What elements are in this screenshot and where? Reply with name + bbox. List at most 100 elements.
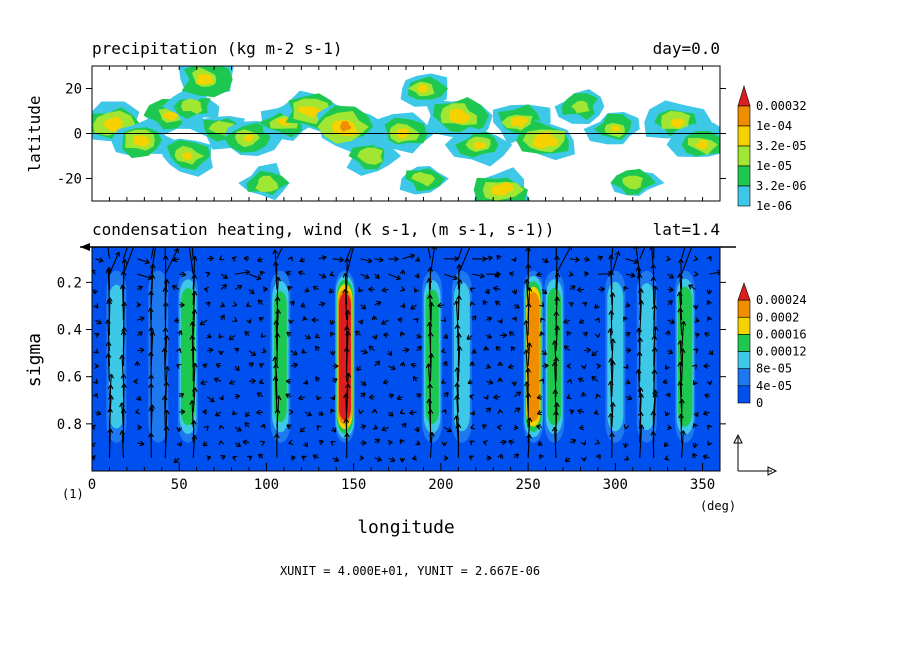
wind-vector-head <box>594 317 600 323</box>
wind-vector <box>639 288 642 321</box>
wind-vector-head <box>513 424 519 431</box>
wind-vector <box>681 430 684 459</box>
wind-vector-head <box>469 394 475 400</box>
wind-vector-head <box>706 300 712 306</box>
precip-contour-patch <box>473 140 487 149</box>
wind-vector-head <box>638 299 645 305</box>
precip-panel: precipitation (kg m-2 s-1) day=0.0 20 0 -2… <box>25 39 807 213</box>
heating-contour-patch <box>148 270 169 443</box>
wind-vector-head <box>208 347 214 354</box>
wind-vector <box>381 288 389 292</box>
wind-vector-head <box>148 406 155 412</box>
wind-vector <box>679 362 683 397</box>
wind-vector-head <box>189 335 196 340</box>
wind-vector <box>360 273 370 279</box>
wind-vector-head <box>139 347 145 354</box>
wind-vector-head <box>338 256 344 263</box>
precip-contour-patch <box>449 108 471 124</box>
wind-vector-head <box>537 440 543 446</box>
wind-vector-head <box>360 304 367 310</box>
wind-vector-head <box>245 269 251 276</box>
wind-vector-head <box>321 273 327 279</box>
wind-vector-head <box>162 287 169 292</box>
wind-vector-head <box>425 363 432 369</box>
heating-legend: 0.00024 0.0002 0.00016 0.00012 8e-05 4e-05 0 <box>737 282 807 410</box>
wind-vector-head <box>331 427 337 433</box>
wind-vector-head <box>149 263 156 269</box>
wind-vector <box>298 271 306 275</box>
wind-vector-head <box>218 395 224 401</box>
wind-vector <box>577 409 585 413</box>
wind-vector-head <box>376 456 382 462</box>
wind-vector-head <box>359 455 364 461</box>
wind-vector-head <box>623 455 630 461</box>
wind-vector-head <box>636 327 642 333</box>
wind-vector-head <box>345 330 351 336</box>
wind-vector-head <box>107 428 114 434</box>
wind-vector-head <box>665 330 671 336</box>
wind-vector-head <box>288 319 294 325</box>
wind-vector <box>234 442 241 448</box>
wind-vector-head <box>442 360 448 367</box>
wind-vector-head <box>285 393 291 399</box>
wind-vector-head <box>364 273 370 280</box>
wind-vector-head <box>256 392 262 398</box>
wind-vector <box>290 363 298 367</box>
wind-vector <box>569 258 580 261</box>
wind-vector-head <box>213 377 220 383</box>
wind-vector-head <box>315 345 321 351</box>
wind-vector-head <box>262 286 268 293</box>
wind-vector-head <box>413 318 419 324</box>
wind-vector-head <box>333 363 339 369</box>
wind-vector-head <box>299 427 305 433</box>
wind-vector-head <box>144 258 150 265</box>
heating-x-axis: 0 50 100 150 200 250 300 350 <box>88 463 721 493</box>
precip-y-label: latitude <box>25 95 44 172</box>
wind-vector-head <box>525 367 532 373</box>
wind-vector-head <box>251 378 256 385</box>
heating-x-tick-label: 150 <box>341 477 366 493</box>
wind-vector-head <box>235 442 242 448</box>
wind-vector-head <box>234 365 240 372</box>
wind-vector-head <box>304 287 310 293</box>
wind-vector-head <box>234 347 240 353</box>
precip-contour-patch <box>694 139 708 150</box>
wind-vector-head <box>300 302 306 308</box>
wind-vector-head <box>206 333 212 339</box>
heating-title: condensation heating, wind (K s-1, (m s-… <box>92 220 554 239</box>
wind-vector <box>163 348 166 382</box>
wind-vector <box>457 333 460 367</box>
wind-vector <box>200 380 208 385</box>
wind-vector-head <box>374 273 380 279</box>
wind-vector-head <box>228 335 234 341</box>
wind-vector <box>541 258 549 263</box>
wind-vector-head <box>497 453 504 459</box>
wind-vector-head <box>651 335 658 340</box>
wind-vector-head <box>455 423 462 429</box>
wind-vector-head <box>692 423 698 429</box>
legend-swatch <box>737 299 751 318</box>
wind-vector-head <box>163 335 170 340</box>
wind-vector-head <box>678 413 684 419</box>
wind-vector-head <box>236 426 242 432</box>
wind-vector-head <box>538 454 545 460</box>
wind-vector <box>360 258 373 263</box>
wind-vector-head <box>454 382 460 388</box>
wind-vector <box>610 358 613 382</box>
wind-vector-head <box>454 324 461 329</box>
wind-vector <box>611 247 614 259</box>
wind-vector-head <box>399 409 405 415</box>
precip-contour-patch <box>532 131 559 150</box>
heating-contour-patch <box>547 287 562 426</box>
wind-vector-head <box>568 271 574 277</box>
wind-vector <box>456 324 459 351</box>
wind-vector <box>381 319 389 325</box>
precip-contour-patch <box>103 116 123 133</box>
wind-vector-head <box>526 417 533 423</box>
legend-label: 3.2e-05 <box>756 139 807 153</box>
wind-vector <box>527 434 530 459</box>
wind-vector-head <box>404 347 410 354</box>
wind-vector-head <box>416 333 422 339</box>
precip-day-label: day=0.0 <box>653 39 720 58</box>
wind-vector-head <box>232 410 238 416</box>
